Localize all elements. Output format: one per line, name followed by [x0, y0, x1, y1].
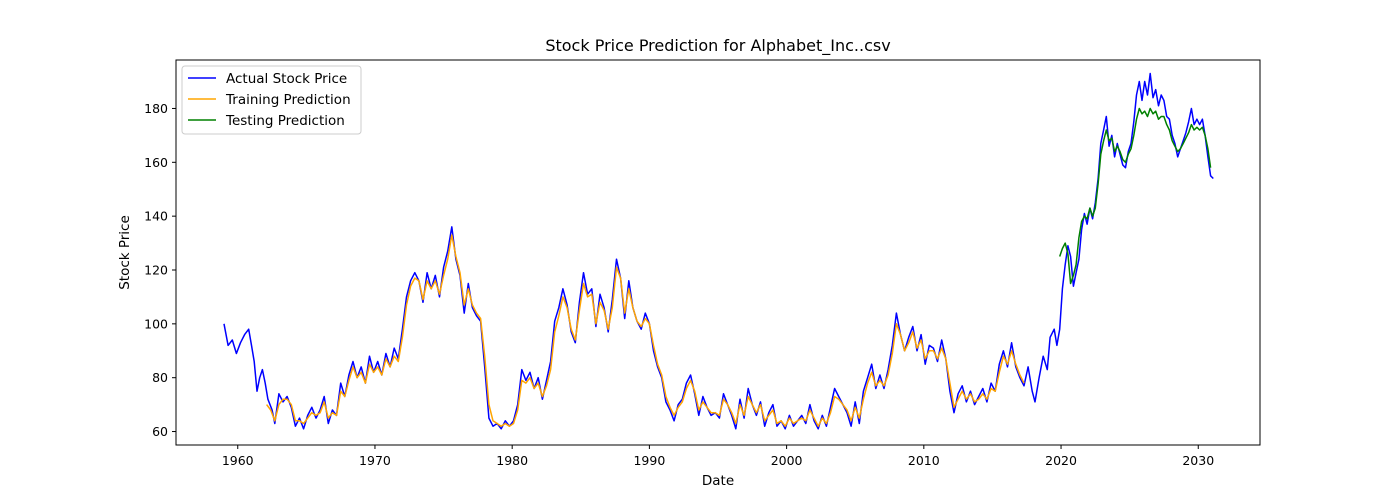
x-tick-label: 1990	[633, 453, 665, 468]
legend-label-1: Actual Stock Price	[226, 71, 347, 87]
y-tick-label: 160	[144, 155, 168, 170]
y-tick-label: 140	[144, 209, 168, 224]
x-tick-label: 1960	[222, 453, 254, 468]
x-tick-label: 2030	[1182, 453, 1214, 468]
y-axis: 60 80 100 120 140 160 180	[144, 101, 176, 439]
legend-label-3: Testing Prediction	[225, 113, 345, 129]
series-line-3	[1058, 107, 1212, 285]
series-line-2	[266, 234, 1025, 427]
y-axis-label: Stock Price	[117, 215, 133, 290]
x-tick-label: 2020	[1045, 453, 1077, 468]
x-axis-label: Date	[702, 473, 734, 489]
y-tick-label: 60	[152, 424, 168, 439]
x-tick-label: 2000	[771, 453, 803, 468]
x-axis: 1960 1970 1980 1990 2000 2010 2020 2030	[222, 445, 1214, 468]
legend-items: Actual Stock Price Training Prediction Tes…	[188, 71, 351, 129]
x-tick-label: 1970	[359, 453, 391, 468]
plot-frame	[175, 59, 1261, 446]
x-tick-label: 2010	[908, 453, 940, 468]
legend: Actual Stock Price Training Prediction Tes…	[181, 65, 362, 135]
legend-label-2: Training Prediction	[225, 92, 351, 108]
chart-title: Stock Price Prediction for Alphabet_Inc.…	[545, 36, 890, 56]
y-tick-label: 120	[144, 263, 168, 278]
y-tick-label: 180	[144, 101, 168, 116]
series-layer	[223, 72, 1214, 430]
y-tick-label: 100	[144, 316, 168, 331]
x-tick-label: 1980	[496, 453, 528, 468]
y-tick-label: 80	[152, 370, 168, 385]
legend-box	[181, 65, 362, 135]
